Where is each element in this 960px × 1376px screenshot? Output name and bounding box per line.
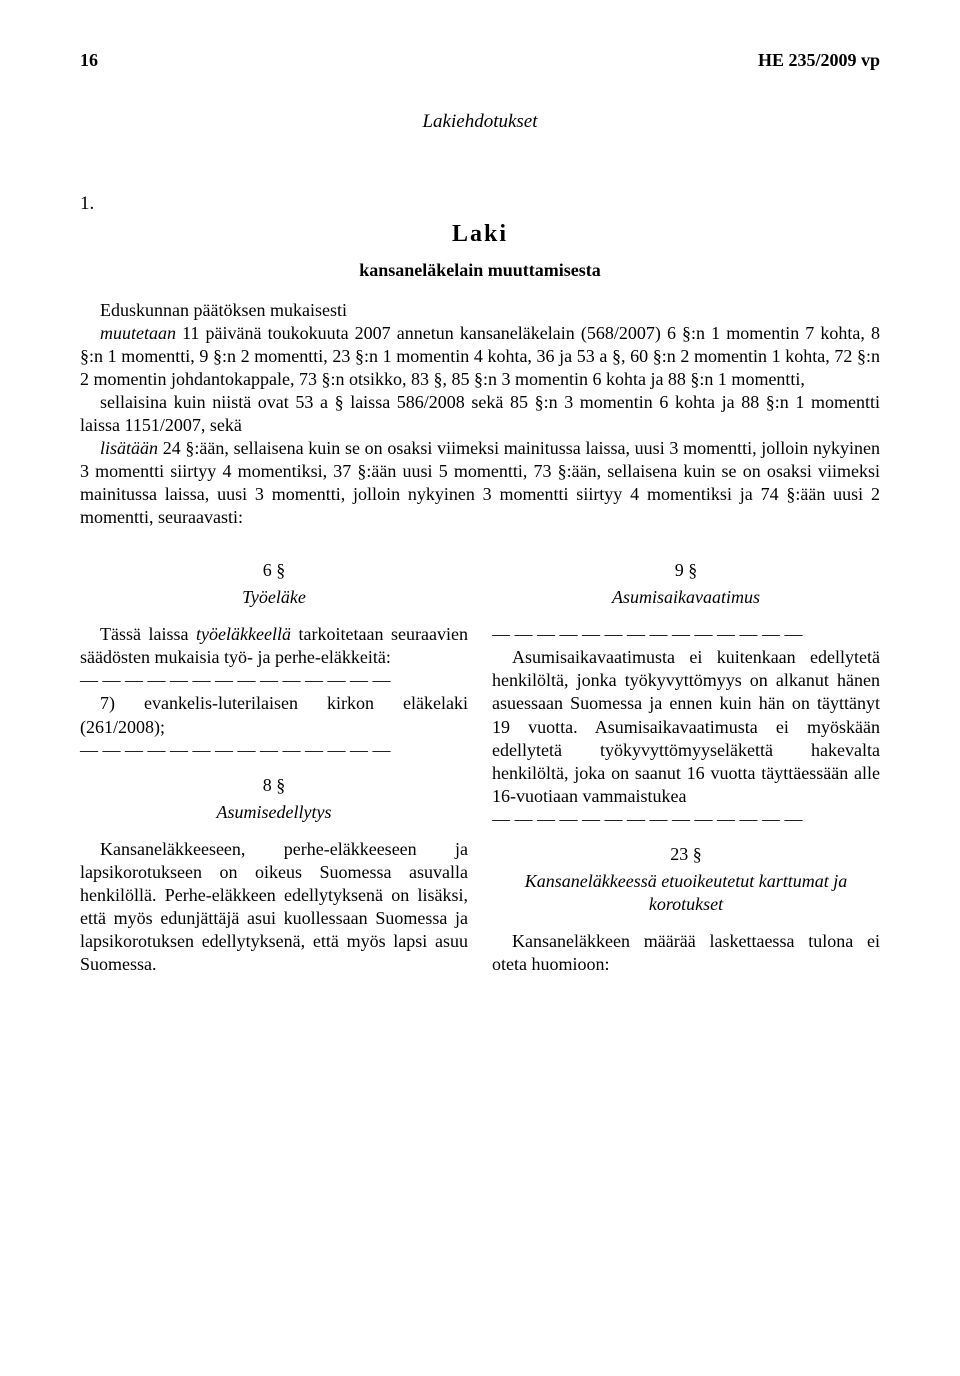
law-subtitle: kansaneläkelain muuttamisesta — [80, 260, 880, 281]
left-column: 6 § Työeläke Tässä laissa työeläkkeellä … — [80, 547, 468, 976]
lakiehdotukset-heading: Lakiehdotukset — [80, 111, 880, 133]
intro-lisataan: lisätään 24 §:ään, sellaisena kuin se on… — [80, 437, 880, 529]
section-6-p1a: Tässä laissa — [100, 624, 196, 644]
dash-line: — — — — — — — — — — — — — — — [492, 623, 880, 646]
intro-lisataan-rest: 24 §:ään, sellaisena kuin se on osaksi v… — [80, 438, 880, 527]
section-6-title: Työeläke — [80, 586, 468, 609]
section-6-p1-italic: työeläkkeellä — [196, 624, 291, 644]
section-9-para: Asumisaikavaatimusta ei kuitenkaan edell… — [492, 646, 880, 807]
section-9-number: 9 § — [492, 559, 880, 582]
intro-muutetaan-rest: 11 päivänä toukokuuta 2007 annetun kansa… — [80, 323, 880, 389]
intro-line1: Eduskunnan päätöksen mukaisesti — [80, 299, 880, 322]
intro-muutetaan-italic: muutetaan — [100, 323, 176, 343]
two-columns: 6 § Työeläke Tässä laissa työeläkkeellä … — [80, 547, 880, 976]
document-id: HE 235/2009 vp — [758, 50, 880, 71]
section-number: 1. — [80, 193, 880, 215]
dash-line: — — — — — — — — — — — — — — — [80, 669, 468, 692]
intro-block: Eduskunnan päätöksen mukaisesti muutetaa… — [80, 299, 880, 529]
intro-lisataan-italic: lisätään — [100, 438, 158, 458]
right-column: 9 § Asumisaikavaatimus — — — — — — — — —… — [492, 547, 880, 976]
header-row: 16 HE 235/2009 vp — [80, 50, 880, 71]
laki-heading: Laki — [80, 221, 880, 248]
section-8-title: Asumisedellytys — [80, 801, 468, 824]
section-8-para: Kansaneläkkeeseen, perhe-eläkkeeseen ja … — [80, 838, 468, 976]
section-23-para: Kansaneläkkeen määrää laskettaessa tulon… — [492, 930, 880, 976]
intro-muutetaan: muutetaan 11 päivänä toukokuuta 2007 ann… — [80, 322, 880, 391]
page: 16 HE 235/2009 vp Lakiehdotukset 1. Laki… — [0, 0, 960, 1376]
section-8-number: 8 § — [80, 774, 468, 797]
section-23-number: 23 § — [492, 843, 880, 866]
section-6-number: 6 § — [80, 559, 468, 582]
section-6-para: Tässä laissa työeläkkeellä tarkoitetaan … — [80, 623, 468, 669]
intro-sellaisina: sellaisina kuin niistä ovat 53 a § laiss… — [80, 391, 880, 437]
dash-line: — — — — — — — — — — — — — — — [492, 808, 880, 831]
page-number: 16 — [80, 50, 98, 71]
section-6-item7: 7) evankelis-luterilaisen kirkon eläkela… — [80, 692, 468, 738]
dash-line: — — — — — — — — — — — — — — — [80, 739, 468, 762]
section-9-title: Asumisaikavaatimus — [492, 586, 880, 609]
section-23-title: Kansaneläkkeessä etuoikeutetut karttumat… — [492, 870, 880, 916]
